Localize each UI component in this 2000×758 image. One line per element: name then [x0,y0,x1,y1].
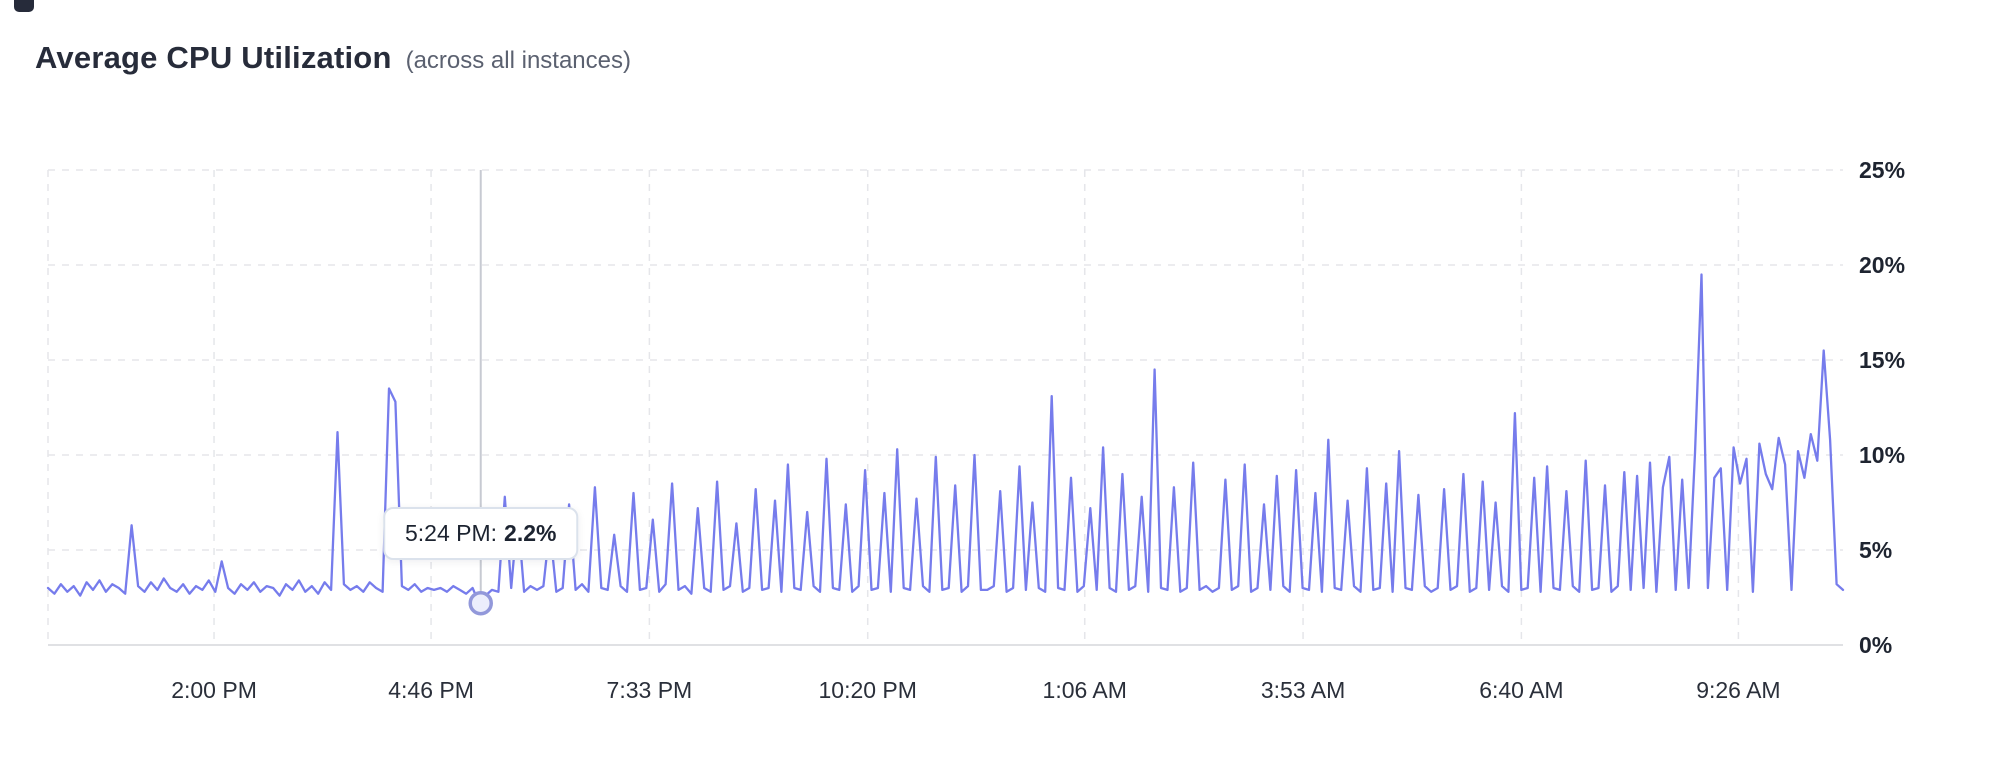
chart-subtitle: (across all instances) [405,47,631,74]
x-axis-tick-label: 4:46 PM [388,677,474,703]
hover-point-marker [468,590,493,616]
tooltip-time: 5:24 PM: [404,520,498,547]
x-axis-tick-label: 7:33 PM [607,677,693,703]
chart-title: Average CPU Utilization [35,40,392,75]
x-axis-tick-label: 2:00 PM [171,677,257,703]
y-axis-tick-label: 20% [1859,252,1905,278]
x-axis-tick-label: 10:20 PM [818,677,916,703]
x-axis-tick-label: 9:26 AM [1696,677,1780,703]
x-axis-tick-label: 1:06 AM [1043,677,1127,703]
cpu-series-line [46,273,1845,605]
y-axis-tick-label: 0% [1859,632,1892,658]
y-axis-tick-label: 15% [1859,347,1905,373]
x-axis-tick-label: 3:53 AM [1261,677,1345,703]
hover-tooltip: 5:24 PM: 2.2% [382,507,579,561]
x-axis-tick-label: 6:40 AM [1479,677,1563,703]
y-axis-tick-label: 25% [1859,157,1905,183]
y-axis-tick-label: 10% [1859,442,1905,468]
chart-header: Average CPU Utilization (across all inst… [35,40,631,76]
cropped-ui-fragment [14,0,34,12]
y-axis-tick-label: 5% [1859,537,1892,563]
tooltip-value: 2.2% [504,520,557,547]
